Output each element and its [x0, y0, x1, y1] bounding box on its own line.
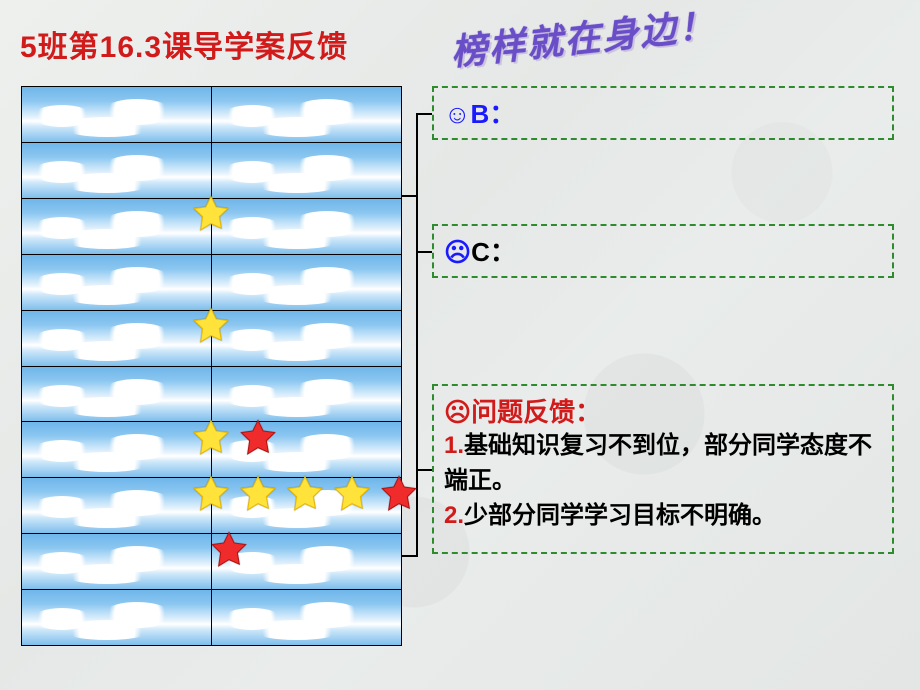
- grid-row: [22, 254, 401, 310]
- cloud-decor: [252, 620, 342, 640]
- grid-cell: [211, 87, 401, 142]
- page-title: 5班第16.3课导学案反馈: [20, 22, 348, 66]
- cloud-decor: [62, 397, 152, 417]
- cloud-decor: [62, 229, 152, 249]
- grid-row: [22, 198, 401, 254]
- grid-cell: [22, 367, 211, 422]
- score-grid: [21, 86, 402, 646]
- grid-cell: [211, 367, 401, 422]
- frown-icon: ☹: [444, 397, 471, 427]
- cloud-decor: [62, 508, 152, 528]
- feedback-body: 1.基础知识复习不到位，部分同学态度不端正。2.少部分同学学习目标不明确。: [444, 429, 882, 533]
- grid-row: [22, 87, 401, 142]
- cloud-decor: [62, 285, 152, 305]
- connector-line: [402, 555, 416, 557]
- grid-row: [22, 142, 401, 198]
- grid-row: [22, 366, 401, 422]
- cloud-decor: [252, 564, 342, 584]
- feedback-line-text: 基础知识复习不到位，部分同学态度不端正。: [444, 432, 872, 494]
- grid-cell: [211, 143, 401, 198]
- cloud-decor: [62, 173, 152, 193]
- connector-line: [416, 251, 432, 253]
- smile-icon: ☺: [444, 99, 471, 129]
- grid-cell: [211, 590, 401, 645]
- cloud-decor: [252, 117, 342, 137]
- grid-cell: [22, 590, 211, 645]
- connector-line: [402, 195, 416, 197]
- feedback-line-num: 2.: [444, 502, 464, 529]
- connector-line: [416, 113, 432, 115]
- grid-cell: [211, 255, 401, 310]
- grade-c-box: ☹C：: [432, 224, 894, 278]
- connector-line: [416, 113, 418, 557]
- grid-row: [22, 477, 401, 533]
- feedback-title: 问题反馈：: [471, 397, 601, 427]
- cloud-decor: [252, 452, 342, 472]
- grid-cell: [22, 143, 211, 198]
- grid-cell: [211, 478, 401, 533]
- feedback-line-text: 少部分同学学习目标不明确。: [464, 502, 776, 529]
- cloud-decor: [62, 564, 152, 584]
- cloud-decor: [252, 341, 342, 361]
- cloud-decor: [62, 341, 152, 361]
- grid-cell: [22, 422, 211, 477]
- grade-b-label: B：: [471, 99, 516, 129]
- grid-row: [22, 310, 401, 366]
- cloud-decor: [252, 229, 342, 249]
- grid-row: [22, 421, 401, 477]
- cloud-decor: [252, 508, 342, 528]
- grid-cell: [22, 311, 211, 366]
- cloud-decor: [252, 173, 342, 193]
- grid-row: [22, 589, 401, 645]
- grid-row: [22, 533, 401, 589]
- feedback-box: ☹问题反馈： 1.基础知识复习不到位，部分同学态度不端正。2.少部分同学学习目标…: [432, 384, 894, 554]
- feedback-line: 2.少部分同学学习目标不明确。: [444, 499, 882, 534]
- grid-cell: [211, 311, 401, 366]
- feedback-line: 1.基础知识复习不到位，部分同学态度不端正。: [444, 429, 882, 499]
- grade-b-box: ☺B：: [432, 86, 894, 140]
- grid-cell: [22, 87, 211, 142]
- grid-cell: [211, 534, 401, 589]
- grid-cell: [211, 422, 401, 477]
- grid-cell: [211, 199, 401, 254]
- connector-line: [416, 469, 432, 471]
- cloud-decor: [252, 285, 342, 305]
- cloud-decor: [252, 397, 342, 417]
- frown-icon: ☹: [444, 237, 471, 267]
- grid-cell: [22, 255, 211, 310]
- grade-c-label: C：: [471, 237, 516, 267]
- cloud-decor: [62, 117, 152, 137]
- cloud-decor: [62, 452, 152, 472]
- cloud-decor: [62, 620, 152, 640]
- grid-cell: [22, 534, 211, 589]
- grid-cell: [22, 478, 211, 533]
- feedback-line-num: 1.: [444, 432, 464, 459]
- grid-cell: [22, 199, 211, 254]
